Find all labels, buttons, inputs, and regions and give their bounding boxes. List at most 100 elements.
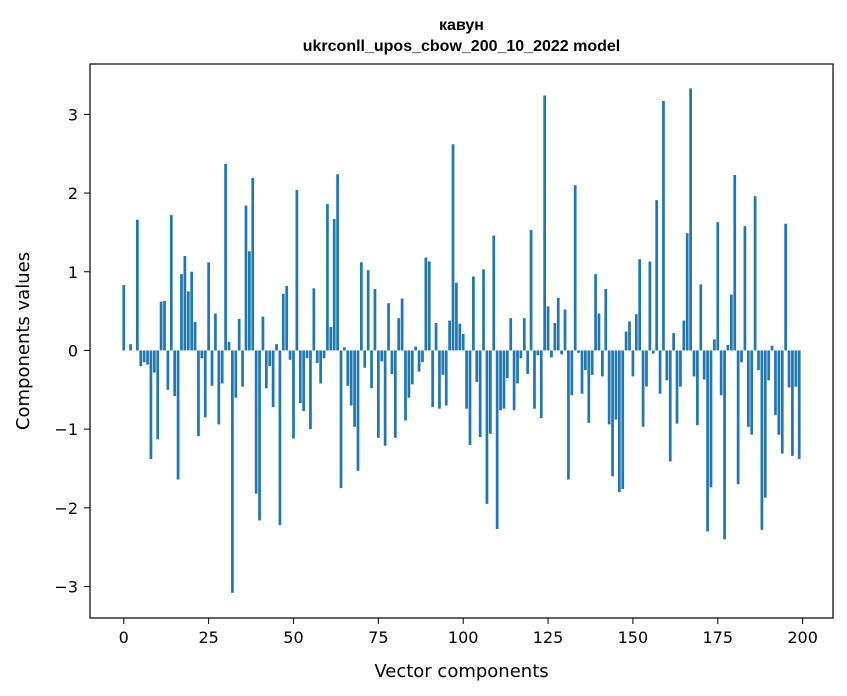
- x-tick-label: 100: [448, 628, 479, 647]
- bar-53: [302, 350, 306, 412]
- bar-171: [702, 350, 706, 380]
- bar-33: [234, 350, 238, 398]
- bar-130: [563, 309, 567, 351]
- bar-68: [353, 350, 356, 427]
- bar-49: [288, 350, 292, 360]
- bar-122: [536, 350, 540, 356]
- bar-149: [628, 321, 631, 351]
- bar-52: [298, 350, 302, 404]
- bar-175: [716, 222, 720, 351]
- bar-92: [434, 322, 438, 351]
- bar-5: [139, 350, 143, 367]
- bar-124: [543, 95, 547, 351]
- bar-173: [709, 350, 713, 488]
- bar-164: [679, 350, 682, 387]
- bar-25: [207, 262, 210, 351]
- bar-21: [193, 322, 197, 351]
- bar-70: [360, 262, 363, 351]
- bar-162: [672, 333, 675, 351]
- bar-193: [777, 350, 781, 435]
- bar-185: [750, 350, 754, 435]
- bar-19: [186, 291, 190, 351]
- bar-140: [597, 313, 601, 351]
- x-tick-label: 25: [198, 628, 218, 647]
- bar-69: [356, 350, 360, 471]
- bar-180: [733, 174, 737, 351]
- bar-119: [526, 350, 530, 375]
- bar-196: [787, 350, 791, 388]
- bar-132: [570, 350, 574, 396]
- y-axis-label: Components values: [13, 252, 34, 430]
- bar-141: [601, 350, 604, 377]
- bar-155: [648, 261, 652, 351]
- bar-114: [509, 318, 513, 351]
- bar-129: [560, 350, 563, 355]
- bar-109: [492, 235, 496, 351]
- bar-115: [512, 350, 516, 411]
- bar-152: [638, 259, 642, 351]
- bar-11: [159, 301, 163, 351]
- bar-153: [641, 350, 645, 427]
- bar-54: [305, 350, 309, 359]
- bar-64: [339, 350, 343, 489]
- bar-38: [251, 178, 255, 351]
- y-tick-label: 1: [68, 263, 78, 282]
- bar-126: [550, 350, 553, 358]
- y-axis-ticks: −3 −2 −1 0 1 2 3: [54, 105, 90, 597]
- bar-4: [135, 219, 139, 351]
- bar-76: [380, 350, 384, 362]
- bar-190: [767, 350, 771, 381]
- bar-6: [142, 350, 146, 363]
- bar-117: [519, 350, 523, 359]
- x-axis-ticks: 0 25 50 75 100 125 150 175 200: [119, 618, 818, 647]
- bar-100: [461, 333, 465, 351]
- x-axis-label: Vector components: [374, 661, 548, 682]
- bar-27: [214, 313, 217, 351]
- bar-98: [455, 282, 458, 351]
- bar-121: [533, 350, 536, 409]
- bar-73: [370, 350, 373, 389]
- y-tick-label: −1: [54, 420, 78, 439]
- bar-series: [122, 88, 801, 593]
- bar-197: [791, 350, 794, 456]
- bar-158: [658, 350, 662, 394]
- bar-42: [264, 350, 268, 389]
- bar-102: [468, 350, 472, 445]
- bar-127: [553, 322, 557, 351]
- bar-46: [278, 350, 282, 526]
- bar-160: [665, 350, 669, 381]
- bar-188: [760, 350, 764, 530]
- bar-57: [315, 350, 319, 364]
- bar-20: [190, 271, 194, 351]
- bar-41: [261, 316, 265, 351]
- bar-87: [417, 350, 421, 372]
- bar-142: [604, 289, 608, 351]
- bar-79: [390, 350, 394, 375]
- bar-78: [387, 303, 390, 351]
- bar-82: [400, 298, 404, 351]
- bar-56: [312, 288, 316, 351]
- x-tick-label: 125: [533, 628, 564, 647]
- bar-9: [152, 350, 156, 373]
- bar-12: [163, 300, 166, 351]
- bar-108: [488, 350, 492, 434]
- bar-163: [675, 350, 679, 424]
- bar-45: [275, 344, 278, 351]
- bar-150: [631, 350, 635, 377]
- bar-7: [146, 350, 149, 365]
- bar-47: [281, 293, 285, 351]
- bar-17: [180, 274, 183, 351]
- bar-39: [254, 350, 258, 494]
- bar-145: [614, 350, 618, 420]
- bar-63: [336, 174, 339, 351]
- bar-93: [438, 350, 441, 409]
- bar-44: [271, 350, 275, 408]
- bar-22: [197, 350, 200, 437]
- bar-148: [624, 331, 628, 351]
- bar-159: [662, 100, 665, 351]
- bar-106: [482, 269, 485, 351]
- bar-81: [397, 318, 401, 351]
- bar-174: [713, 339, 716, 351]
- bar-2: [129, 344, 132, 351]
- bar-50: [292, 350, 295, 439]
